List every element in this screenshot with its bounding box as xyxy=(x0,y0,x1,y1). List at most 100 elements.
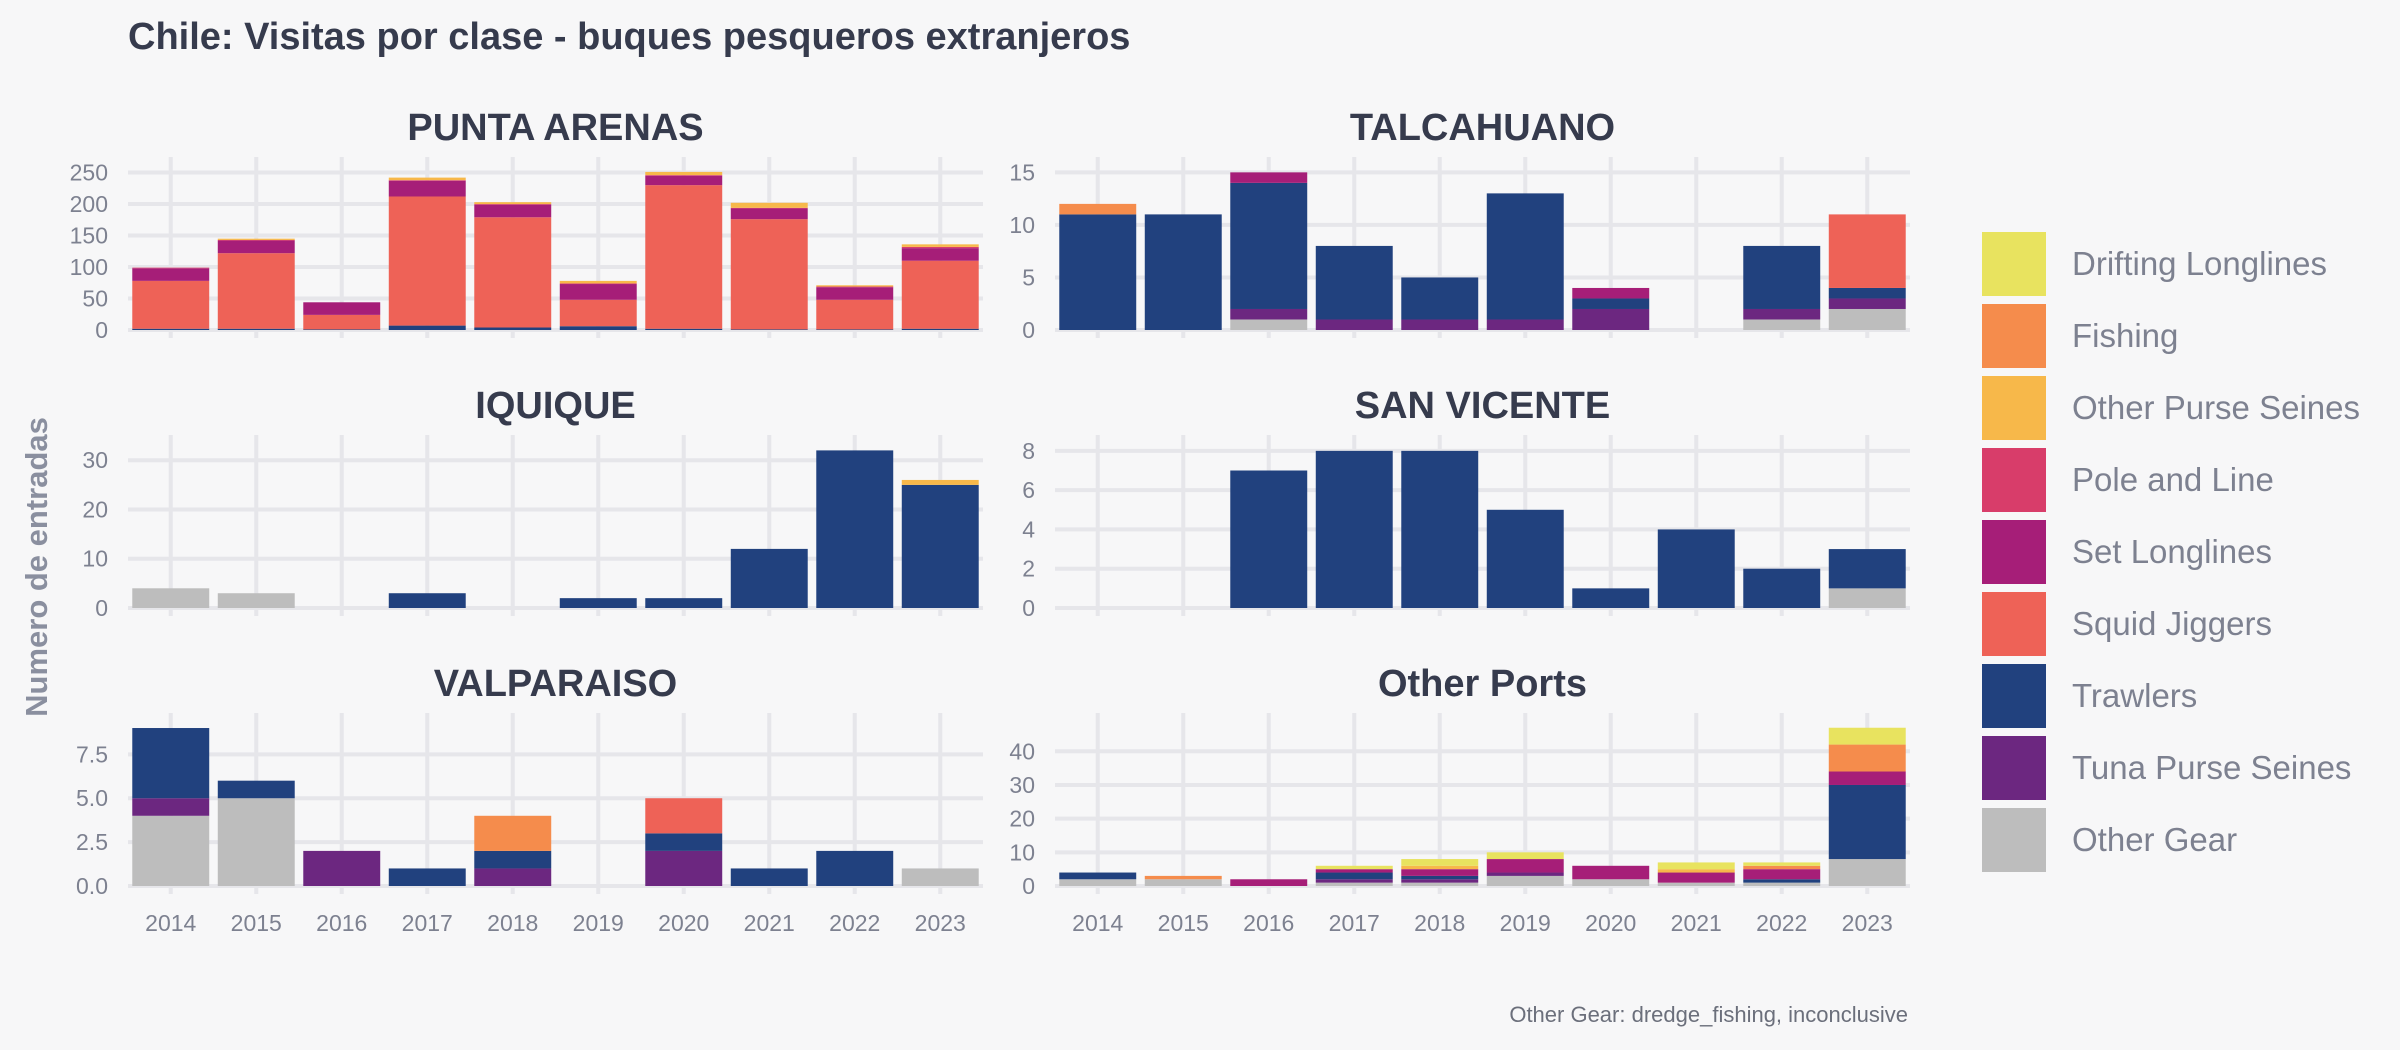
bar-segment xyxy=(474,202,552,205)
bar-segment xyxy=(1144,875,1222,880)
legend-label: Other Gear xyxy=(2072,821,2237,858)
bar-segment xyxy=(559,299,637,327)
panel-title: IQUIQUE xyxy=(475,385,635,427)
bar-segment xyxy=(1828,588,1906,608)
bar-segment xyxy=(901,246,979,249)
y-tick-label: 15 xyxy=(1009,159,1035,185)
bar-segment xyxy=(730,207,808,209)
bar-segment xyxy=(1315,879,1393,883)
bar-segment xyxy=(1486,319,1564,330)
panel: VALPARAISO 0.0 2.5 5.0 7.5 2014 2015 2016 2017 20… xyxy=(76,663,983,936)
legend-label: Tuna Purse Seines xyxy=(2072,749,2351,786)
x-tick-label: 2021 xyxy=(1671,910,1722,936)
bar-segment xyxy=(1743,882,1821,886)
x-tick-label: 2022 xyxy=(829,910,880,936)
bar-segment xyxy=(645,185,723,329)
panel-title: Other Ports xyxy=(1378,663,1587,705)
legend-swatch xyxy=(1982,520,2046,584)
bar-segment xyxy=(1657,869,1735,873)
bar-segment xyxy=(1828,744,1906,772)
bar-segment xyxy=(645,175,723,176)
y-tick-label: 0.0 xyxy=(76,873,108,899)
bar-segment xyxy=(132,815,210,886)
bar-segment xyxy=(901,328,979,330)
y-tick-label: 7.5 xyxy=(76,741,108,767)
bar-segment xyxy=(1572,588,1650,608)
bar-segment xyxy=(1828,859,1906,886)
bar-segment xyxy=(1230,470,1308,608)
bar-segment xyxy=(559,598,637,608)
bar-segment xyxy=(1315,882,1393,886)
y-tick-label: 30 xyxy=(82,447,108,473)
bar-segment xyxy=(303,314,381,330)
bar-segment xyxy=(388,196,466,326)
y-tick-label: 6 xyxy=(1022,477,1035,503)
x-tick-label: 2021 xyxy=(744,910,795,936)
bar-segment xyxy=(1401,859,1479,866)
bar-segment xyxy=(816,850,894,886)
legend-item: Set Longlines xyxy=(1982,520,2272,584)
bar-segment xyxy=(645,833,723,851)
bar-segment xyxy=(132,728,210,799)
legend-item: Other Gear xyxy=(1982,808,2237,872)
bar-segment xyxy=(1743,568,1821,608)
legend-item: Fishing xyxy=(1982,304,2178,368)
bar-segment xyxy=(303,302,381,315)
bar-segment xyxy=(816,287,894,300)
legend-swatch xyxy=(1982,664,2046,728)
bar-segment xyxy=(217,240,295,254)
bar-segment xyxy=(1059,872,1137,880)
x-tick-label: 2015 xyxy=(1158,910,1209,936)
bar-segment xyxy=(559,284,637,300)
y-tick-label: 2 xyxy=(1022,556,1035,582)
bar-segment xyxy=(1657,862,1735,870)
bar-segment xyxy=(1059,203,1137,215)
bar-segment xyxy=(303,329,381,330)
x-tick-label: 2017 xyxy=(402,910,453,936)
bar-segment xyxy=(1315,450,1393,608)
legend-swatch xyxy=(1982,808,2046,872)
bar-segment xyxy=(1059,879,1137,886)
bar-segment xyxy=(1401,277,1479,320)
bar-segment xyxy=(1315,872,1393,880)
bar-segment xyxy=(474,868,552,886)
bar-segment xyxy=(1743,245,1821,309)
x-tick-label: 2018 xyxy=(1414,910,1465,936)
y-tick-label: 20 xyxy=(1009,806,1035,832)
bar-segment xyxy=(388,325,466,330)
bar-segment xyxy=(1743,865,1821,870)
bar-segment xyxy=(1486,509,1564,608)
bar-segment xyxy=(901,260,979,329)
bar-segment xyxy=(1828,214,1906,288)
bar-segment xyxy=(645,171,723,176)
bar-segment xyxy=(1828,549,1906,589)
bar-segment xyxy=(816,450,894,608)
bar-segment xyxy=(1657,872,1735,883)
bar-segment xyxy=(303,850,381,886)
bar-segment xyxy=(132,798,210,816)
bar-segment xyxy=(217,238,295,240)
bar-segment xyxy=(1486,193,1564,320)
bar-segment xyxy=(1401,450,1479,608)
bar-segment xyxy=(217,780,295,799)
bar-segment xyxy=(1828,771,1906,785)
bar-segment xyxy=(1486,852,1564,860)
bar-segment xyxy=(901,248,979,261)
bar-segment xyxy=(388,180,466,197)
bar-segment xyxy=(132,588,210,608)
y-tick-label: 5 xyxy=(1022,264,1035,290)
y-tick-label: 150 xyxy=(70,223,108,249)
bar-segment xyxy=(1230,182,1308,309)
bar-segment xyxy=(730,329,808,330)
bar-segment xyxy=(901,244,979,247)
bar-segment xyxy=(217,798,295,886)
bar-segment xyxy=(1401,879,1479,883)
bar-segment xyxy=(1401,869,1479,876)
legend-label: Pole and Line xyxy=(2072,461,2274,498)
bar-segment xyxy=(1230,308,1308,320)
legend-label: Squid Jiggers xyxy=(2072,605,2272,642)
bar-segment xyxy=(1315,865,1393,870)
bar-segment xyxy=(559,326,637,330)
bar-segment xyxy=(901,484,979,608)
y-tick-label: 0 xyxy=(95,595,108,621)
